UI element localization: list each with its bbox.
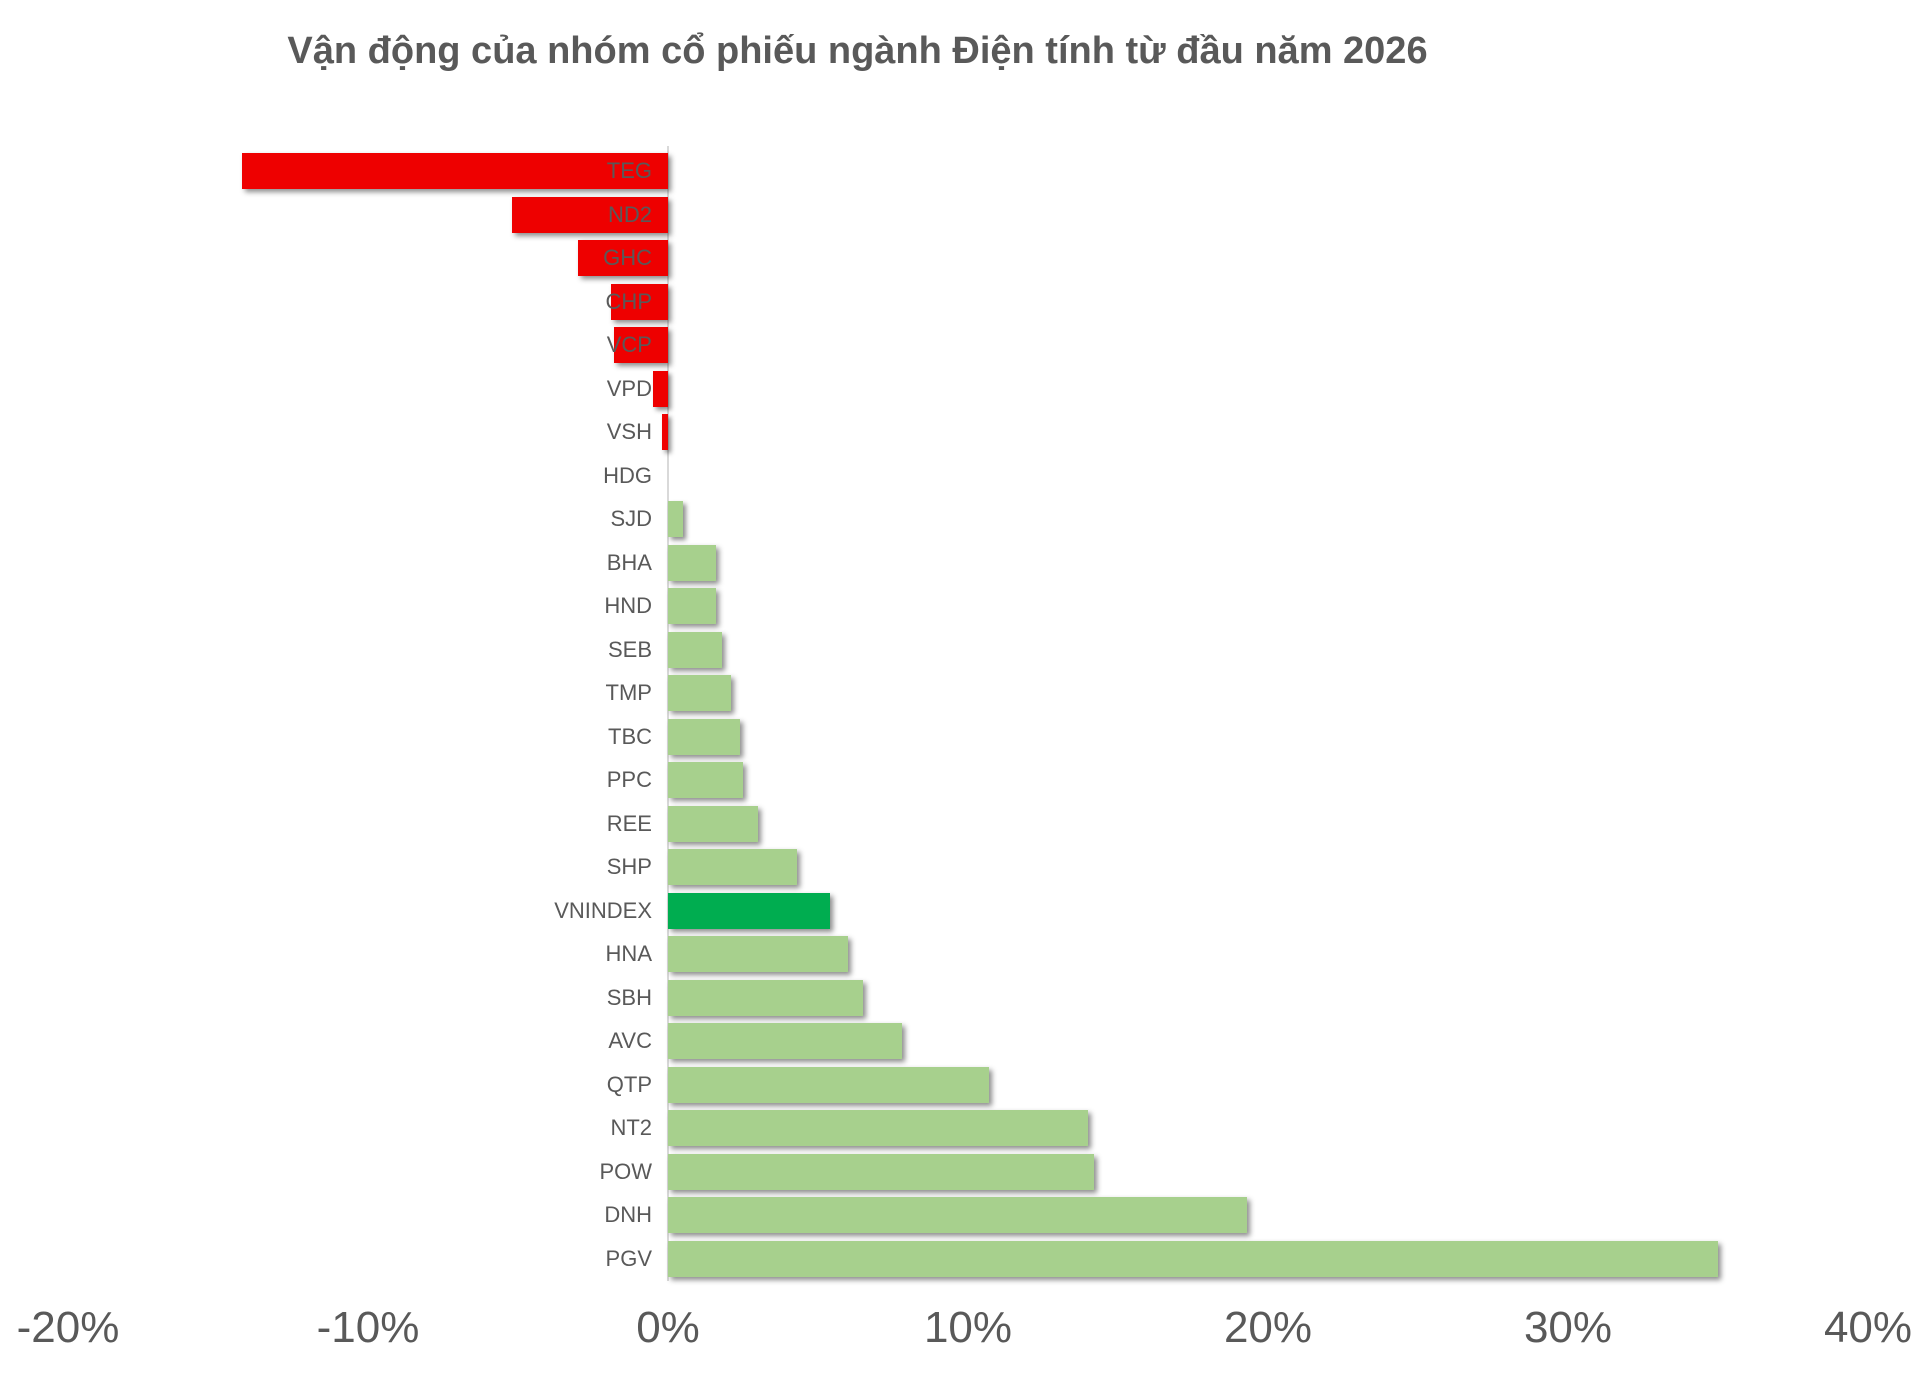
category-label-shp: SHP	[606, 854, 652, 879]
category-label-vsh: VSH	[606, 419, 652, 444]
bar-row: GHC	[0, 240, 1920, 276]
bar-qtp	[668, 1067, 989, 1103]
category-label-hdg: HDG	[603, 463, 652, 488]
bar-row: VNINDEX	[0, 893, 1920, 929]
bar-row: NT2	[0, 1110, 1920, 1146]
category-label-qtp: QTP	[606, 1072, 652, 1097]
bar-row: SEB	[0, 632, 1920, 668]
category-label-teg: TEG	[606, 158, 652, 183]
bar-row: TBC	[0, 719, 1920, 755]
bar-pow	[668, 1154, 1094, 1190]
bar-row: SBH	[0, 980, 1920, 1016]
bar-vsh	[662, 414, 668, 450]
x-axis-tick-label: 40%	[1823, 1303, 1913, 1352]
category-label-sbh: SBH	[606, 985, 652, 1010]
bar-sbh	[668, 980, 863, 1016]
category-label-chp: CHP	[605, 289, 652, 314]
bar-row: HDG	[0, 458, 1920, 494]
bar-row: TEG	[0, 153, 1920, 189]
category-label-seb: SEB	[607, 637, 652, 662]
category-label-vpd: VPD	[606, 376, 652, 401]
category-label-nd2: ND2	[607, 202, 652, 227]
bar-row: SJD	[0, 501, 1920, 537]
bar-row: VPD	[0, 371, 1920, 407]
bar-pgv	[668, 1241, 1718, 1277]
bar-row: POW	[0, 1154, 1920, 1190]
category-label-hnd: HND	[604, 593, 652, 618]
x-axis-tick-label: 10%	[923, 1303, 1013, 1352]
category-label-tbc: TBC	[608, 724, 652, 749]
bar-vcp	[614, 327, 668, 363]
bar-seb	[668, 632, 722, 668]
category-label-ree: REE	[606, 811, 652, 836]
bar-vpd	[653, 371, 668, 407]
category-label-vcp: VCP	[606, 332, 652, 357]
bar-row: AVC	[0, 1023, 1920, 1059]
category-label-avc: AVC	[608, 1028, 652, 1053]
bar-ree	[668, 806, 758, 842]
bar-ghc	[578, 240, 668, 276]
category-label-vnindex: VNINDEX	[554, 898, 652, 923]
bar-row: REE	[0, 806, 1920, 842]
category-label-pow: POW	[599, 1159, 652, 1184]
bar-row: TMP	[0, 675, 1920, 711]
bar-row: VCP	[0, 327, 1920, 363]
bar-row: HND	[0, 588, 1920, 624]
bar-bha	[668, 545, 716, 581]
bar-hna	[668, 936, 848, 972]
bar-teg	[242, 153, 668, 189]
category-label-sjd: SJD	[610, 506, 652, 531]
bar-row: BHA	[0, 545, 1920, 581]
bar-nt2	[668, 1110, 1088, 1146]
bar-row: CHP	[0, 284, 1920, 320]
bar-chp	[611, 284, 668, 320]
bar-shp	[668, 849, 797, 885]
bar-ppc	[668, 762, 743, 798]
bar-row: SHP	[0, 849, 1920, 885]
chart-title: Vận động của nhóm cổ phiếu ngành Điện tí…	[287, 30, 1428, 72]
category-label-ghc: GHC	[603, 245, 652, 270]
bar-row: PPC	[0, 762, 1920, 798]
x-axis-tick-label: -20%	[16, 1303, 120, 1352]
category-label-pgv: PGV	[605, 1246, 652, 1271]
bar-tmp	[668, 675, 731, 711]
bar-dnh	[668, 1197, 1247, 1233]
category-label-bha: BHA	[606, 550, 652, 575]
bar-row: ND2	[0, 197, 1920, 233]
zero-axis-line	[667, 146, 669, 1281]
bar-hnd	[668, 588, 716, 624]
x-axis-tick-label: -10%	[316, 1303, 420, 1352]
x-axis-tick-label: 0%	[636, 1303, 700, 1352]
bar-row: HNA	[0, 936, 1920, 972]
bar-row: VSH	[0, 414, 1920, 450]
bar-row: DNH	[0, 1197, 1920, 1233]
category-label-hna: HNA	[605, 941, 652, 966]
x-axis-tick-label: 30%	[1523, 1303, 1613, 1352]
bar-vnindex	[668, 893, 830, 929]
bar-nd2	[512, 197, 668, 233]
x-axis-tick-label: 20%	[1223, 1303, 1313, 1352]
bar-row: PGV	[0, 1241, 1920, 1277]
category-label-dnh: DNH	[604, 1202, 652, 1227]
category-label-tmp: TMP	[605, 680, 652, 705]
bar-avc	[668, 1023, 902, 1059]
bar-sjd	[668, 501, 683, 537]
bar-row: QTP	[0, 1067, 1920, 1103]
bar-tbc	[668, 719, 740, 755]
category-label-ppc: PPC	[606, 767, 652, 792]
category-label-nt2: NT2	[610, 1115, 652, 1140]
